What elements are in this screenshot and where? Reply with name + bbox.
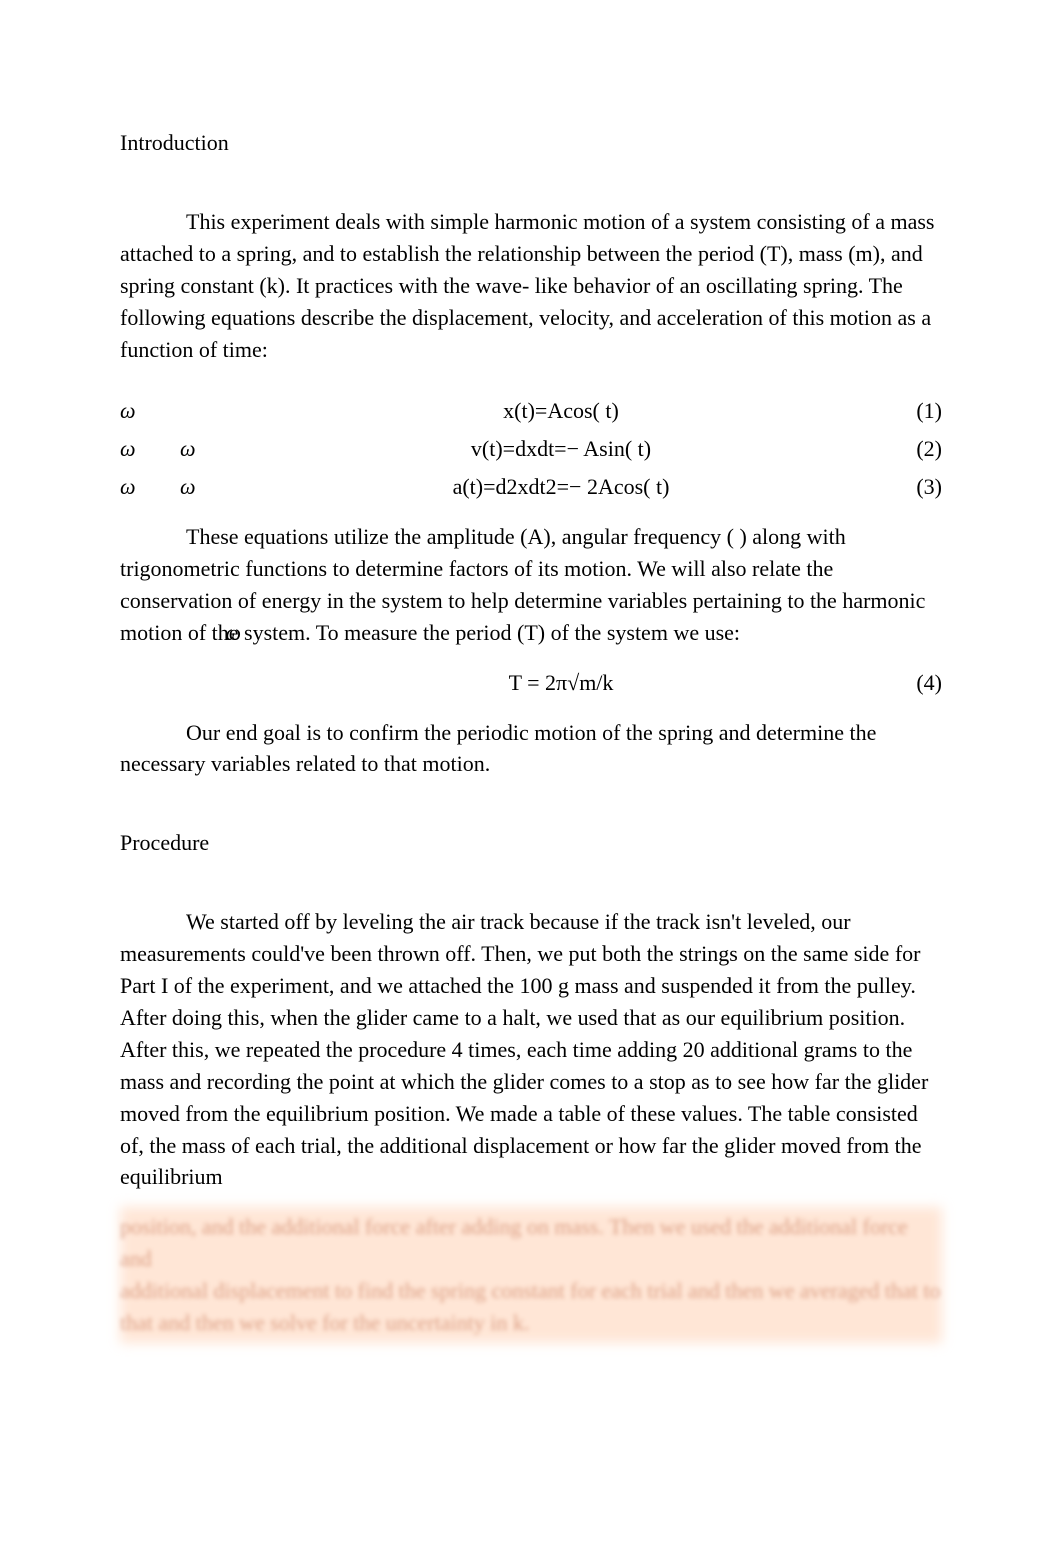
- omega-symbol: ω: [120, 471, 180, 503]
- equation-expression: v(t)=dxdt=− Asin( t): [240, 433, 882, 465]
- equation-expression: x(t)=Acos( t): [240, 395, 882, 427]
- omega-symbol: ω: [180, 471, 240, 503]
- equation-4: T = 2π√m/k (4): [120, 667, 942, 699]
- equation-2: ω ω v(t)=dxdt=− Asin( t) (2): [120, 433, 942, 465]
- blurred-line: that and then we solve for the uncertain…: [120, 1307, 942, 1339]
- equation-number: (1): [882, 395, 942, 427]
- blurred-line: position, and the additional force after…: [120, 1211, 942, 1275]
- mid-paragraph-1: These equations utilize the amplitude (A…: [120, 521, 942, 649]
- equation-expression: a(t)=d2xdt2=− 2Acos( t): [240, 471, 882, 503]
- blurred-redacted-region: position, and the additional force after…: [120, 1211, 942, 1339]
- omega-symbol: ω: [120, 395, 180, 427]
- equation-1: ω x(t)=Acos( t) (1): [120, 395, 942, 427]
- omega-inline-symbol: ω: [226, 620, 242, 645]
- equation-expression: T = 2π√m/k: [240, 667, 882, 699]
- equation-3: ω ω a(t)=d2xdt2=− 2Acos( t) (3): [120, 471, 942, 503]
- mid-paragraph-2: Our end goal is to confirm the periodic …: [120, 717, 942, 781]
- document-page: Introduction This experiment deals with …: [0, 0, 1062, 1561]
- equation-number: (3): [882, 471, 942, 503]
- equation-number: (4): [882, 667, 942, 699]
- omega-symbol: ω: [120, 433, 180, 465]
- introduction-paragraph: This experiment deals with simple harmon…: [120, 206, 942, 365]
- omega-symbol: ω: [180, 433, 240, 465]
- blurred-line: additional displacement to find the spri…: [120, 1275, 942, 1307]
- procedure-paragraph: We started off by leveling the air track…: [120, 906, 942, 1193]
- introduction-heading: Introduction: [120, 130, 942, 156]
- procedure-heading: Procedure: [120, 830, 942, 856]
- equation-number: (2): [882, 433, 942, 465]
